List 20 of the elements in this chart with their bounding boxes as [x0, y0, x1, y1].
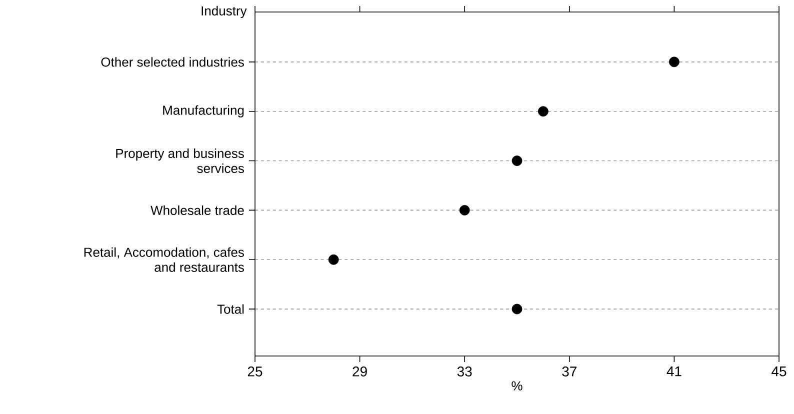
y-tick-label: Other selected industries: [101, 57, 244, 67]
y-tick-label: Manufacturing: [163, 105, 244, 118]
y-tick-label: Retail, Accomodation, cafes and restaurants: [84, 247, 244, 272]
x-tick-label: 45: [772, 366, 786, 376]
y-tick-label: Property and business services: [116, 148, 244, 174]
y-tick-label: Wholesale trade: [150, 205, 244, 215]
x-tick-label: 29: [352, 366, 367, 376]
point: [669, 56, 680, 68]
x-tick-label: 41: [666, 366, 682, 376]
y-axis-title: Industry: [202, 6, 247, 18]
point: [512, 156, 522, 166]
point: [538, 106, 548, 117]
x-tick-label: 25: [248, 366, 262, 376]
point: [328, 254, 339, 265]
x-tick-label: 33: [457, 366, 472, 376]
x-axis-title: %: [512, 381, 522, 390]
point: [459, 204, 470, 216]
y-tick-label: Total: [217, 304, 244, 314]
x-tick-label: 37: [562, 366, 576, 376]
point: [512, 304, 522, 314]
